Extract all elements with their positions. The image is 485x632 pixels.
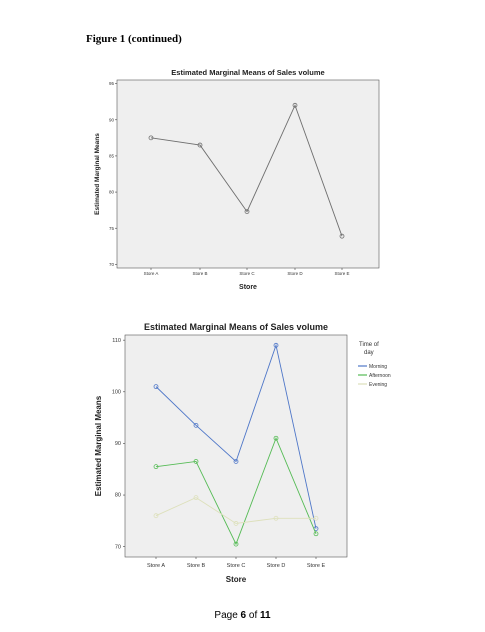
chart-title: Estimated Marginal Means of Sales volume [171, 68, 324, 77]
legend-label: Evening [369, 382, 387, 388]
x-tick-label: Store D [267, 563, 286, 569]
series-line [155, 343, 317, 529]
y-tick-label: 95 [109, 81, 115, 86]
series-line [155, 437, 317, 546]
footer-prefix: Page [214, 610, 241, 621]
x-tick-label: Store A [144, 271, 159, 276]
y-tick-label: 70 [109, 262, 115, 267]
x-tick-label: Store A [147, 563, 165, 569]
footer-current-page: 6 [240, 610, 247, 621]
data-point [233, 459, 239, 464]
x-axis-label: Store [239, 284, 257, 291]
data-point [273, 435, 279, 441]
x-tick-label: Store C [227, 563, 246, 569]
y-tick-label: 70 [115, 544, 121, 550]
y-axis-label: Estimated Marginal Means [94, 133, 101, 215]
data-point [148, 135, 154, 141]
x-tick-label: Store D [287, 271, 303, 276]
chart-1: Estimated Marginal Means of Sales volume… [94, 68, 380, 291]
legend: Time of day Morning Afternoon Evening [358, 342, 391, 388]
x-tick-label: Store E [334, 271, 349, 276]
series-afternoon [153, 435, 319, 547]
y-tick-label: 80 [115, 493, 121, 499]
x-axis-label: Store [226, 575, 247, 584]
series-line [155, 497, 316, 524]
y-tick-label: 80 [109, 190, 115, 195]
footer-of: of [246, 610, 261, 621]
y-tick-label: 110 [112, 338, 121, 344]
series-1 [148, 102, 345, 239]
chart-title: Estimated Marginal Means of Sales volume [144, 322, 328, 332]
y-tick-label: 100 [112, 389, 121, 395]
series-evening [153, 495, 319, 526]
data-point [339, 233, 345, 239]
y-axis-label: Estimated Marginal Means [94, 395, 103, 496]
plot-area [116, 79, 380, 269]
x-tick-label: Store B [187, 563, 206, 569]
legend-title: day [364, 350, 374, 356]
data-point [153, 384, 159, 390]
data-point [273, 342, 279, 348]
footer-total-pages: 11 [260, 610, 271, 621]
data-point [273, 515, 279, 521]
data-point [197, 142, 203, 148]
legend-title: Time of [359, 342, 379, 348]
data-point [193, 495, 199, 501]
data-point [313, 531, 319, 537]
x-tick-label: Store C [239, 271, 255, 276]
data-point [153, 513, 159, 519]
data-point [193, 459, 199, 464]
data-point [233, 521, 239, 526]
page-footer: Page 6 of 11 [0, 610, 485, 621]
chart-2: Estimated Marginal Means of Sales volume… [94, 322, 391, 584]
data-point [233, 541, 239, 547]
x-tick-label: Store B [192, 271, 207, 276]
legend-label: Morning [369, 364, 387, 370]
series-line [150, 104, 343, 237]
y-tick-label: 90 [109, 117, 115, 122]
data-point [244, 209, 250, 215]
y-tick-label: 90 [115, 441, 121, 447]
data-point [193, 422, 199, 428]
data-point [292, 102, 298, 108]
legend-label: Afternoon [369, 373, 391, 379]
data-point [153, 464, 159, 470]
x-tick-label: Store E [307, 563, 326, 569]
figure-caption: Figure 1 (continued) [86, 33, 182, 45]
y-tick-label: 75 [109, 226, 115, 231]
y-tick-label: 85 [109, 154, 115, 159]
data-point [313, 515, 319, 521]
